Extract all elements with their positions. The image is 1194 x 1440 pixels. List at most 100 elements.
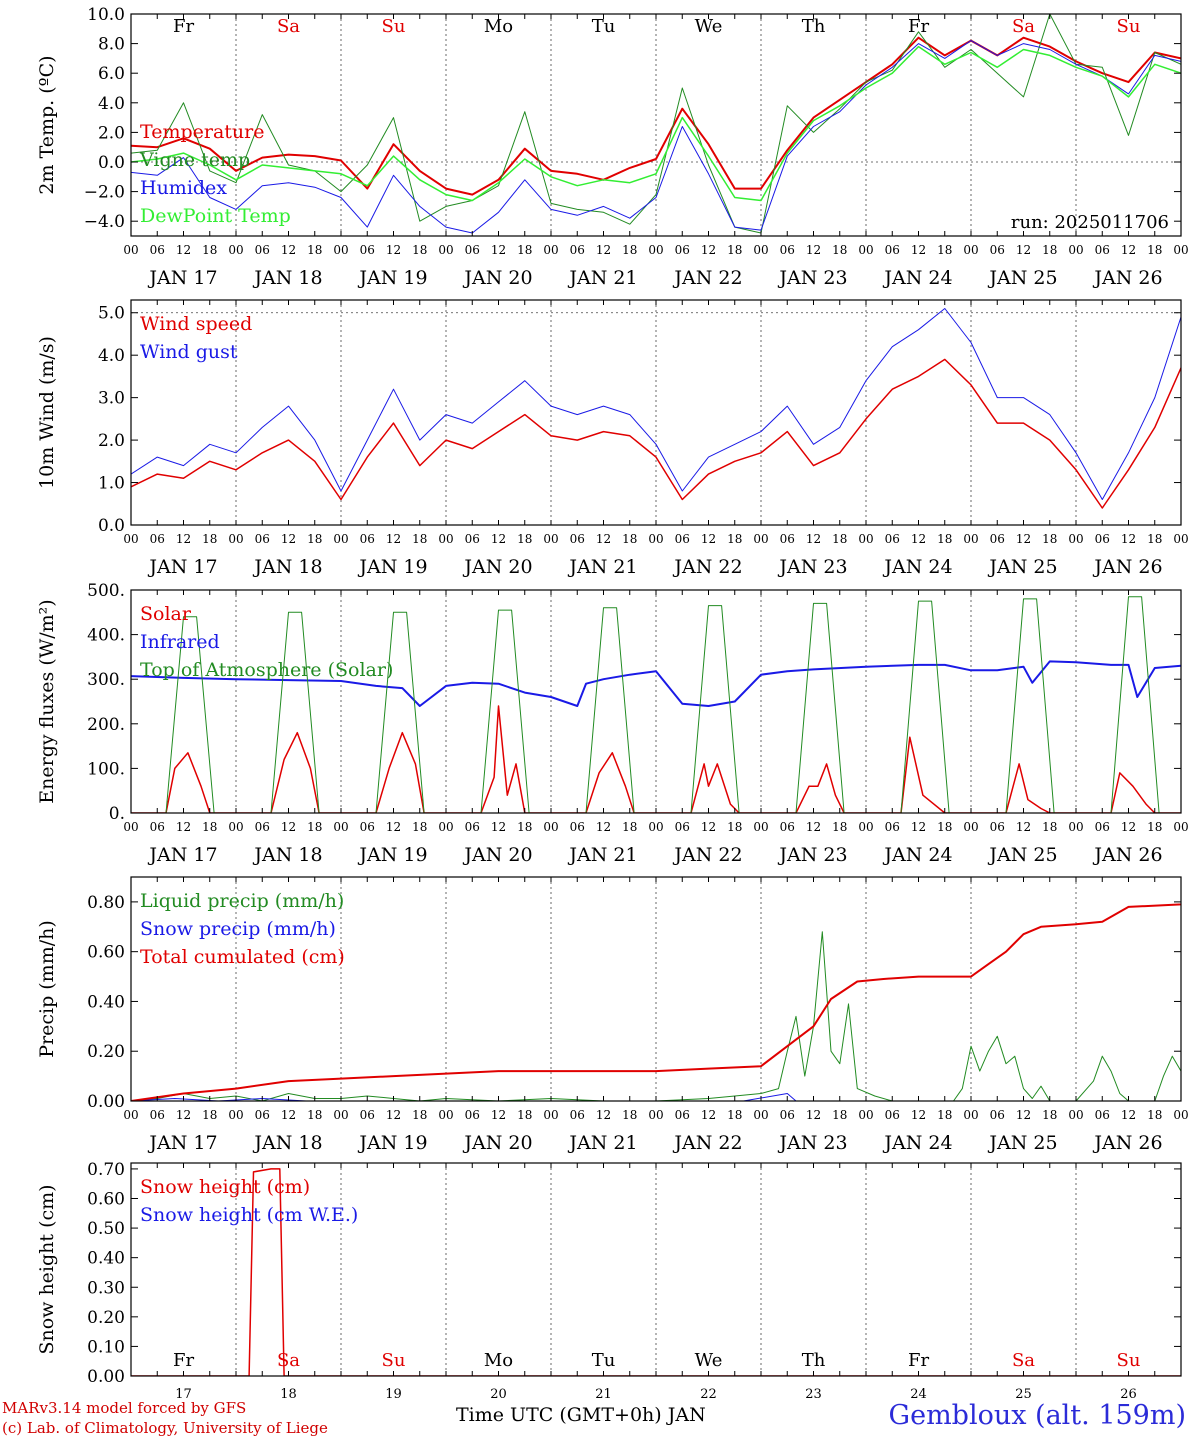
legend-entry: Vigne temp: [139, 149, 250, 171]
hour-tick-label: 12: [281, 532, 296, 546]
day-name: Su: [382, 16, 406, 37]
date-label: JAN 22: [672, 267, 742, 289]
hour-tick-label: 18: [727, 1108, 742, 1122]
hour-tick-label: 18: [622, 532, 637, 546]
hour-tick-label: 18: [1042, 532, 1057, 546]
hour-tick-label: 12: [701, 1108, 716, 1122]
day-name: Fr: [908, 1350, 929, 1371]
hour-tick-label: 06: [990, 532, 1005, 546]
hour-tick-label: 18: [727, 532, 742, 546]
y-tick-label: 0.50: [87, 1219, 125, 1239]
y-tick-label: 0.: [109, 804, 125, 824]
day-name: Su: [382, 1350, 406, 1371]
hour-tick-label: 12: [281, 243, 296, 257]
y-tick-label: 0.40: [87, 992, 125, 1012]
y-axis-label: 2m Temp. (ºC): [36, 55, 58, 194]
hour-tick-label: 12: [386, 532, 401, 546]
day-number: 22: [700, 1387, 717, 1402]
hour-tick-label: 00: [228, 820, 243, 834]
y-tick-label: 0.30: [87, 1278, 125, 1298]
hour-tick-label: 06: [990, 243, 1005, 257]
hour-tick-label: 12: [911, 1108, 926, 1122]
hour-tick-label: 12: [806, 243, 821, 257]
legend-entry: Infrared: [140, 631, 220, 653]
day-number: 24: [910, 1387, 927, 1402]
hour-tick-label: 12: [176, 820, 191, 834]
date-label: JAN 23: [777, 267, 847, 289]
hour-tick-label: 12: [806, 532, 821, 546]
hour-tick-label: 12: [1016, 532, 1031, 546]
hour-tick-label: 18: [1147, 532, 1162, 546]
date-label: JAN 25: [987, 556, 1057, 578]
y-tick-label: 400.: [87, 626, 125, 646]
hour-tick-label: 12: [596, 820, 611, 834]
series-line: [131, 358, 1181, 509]
legend-entry: Liquid precip (mm/h): [140, 890, 344, 912]
legend-entry: Snow height (cm W.E.): [140, 1204, 358, 1226]
hour-tick-label: 06: [675, 1108, 690, 1122]
station-name: Gembloux (alt. 159m): [888, 1400, 1186, 1431]
day-name: Fr: [173, 1350, 194, 1371]
day-name: Tu: [592, 16, 616, 37]
series-line: [131, 45, 1181, 202]
hour-tick-label: 06: [1095, 532, 1110, 546]
hour-tick-label: 06: [150, 532, 165, 546]
hour-tick-label: 06: [990, 820, 1005, 834]
date-label: JAN 25: [987, 1132, 1057, 1154]
hour-tick-label: 18: [937, 1108, 952, 1122]
hour-tick-label: 18: [937, 243, 952, 257]
hour-tick-label: 00: [228, 1108, 243, 1122]
hour-tick-label: 06: [150, 1108, 165, 1122]
hour-tick-label: 18: [937, 532, 952, 546]
y-tick-label: 2.0: [98, 431, 125, 451]
day-number: 18: [280, 1387, 297, 1402]
day-name: Su: [1117, 16, 1141, 37]
date-label: JAN 20: [462, 1132, 532, 1154]
day-name: Th: [802, 16, 826, 37]
y-tick-label: 8.0: [98, 35, 125, 55]
hour-tick-label: 06: [885, 820, 900, 834]
hour-tick-label: 12: [386, 820, 401, 834]
y-tick-label: 1.0: [98, 474, 125, 494]
hour-tick-label: 06: [360, 820, 375, 834]
hour-tick-label: 00: [543, 1108, 558, 1122]
legend-entry: Solar: [140, 603, 192, 625]
hour-tick-label: 12: [491, 243, 506, 257]
hour-tick-label: 18: [412, 243, 427, 257]
hour-tick-label: 18: [202, 243, 217, 257]
hour-tick-label: 06: [780, 532, 795, 546]
y-axis-label: Snow height (cm): [36, 1184, 58, 1354]
date-label: JAN 21: [567, 556, 637, 578]
hour-tick-label: 18: [1042, 1108, 1057, 1122]
y-tick-label: 0.00: [87, 1092, 125, 1112]
date-label: JAN 18: [252, 1132, 322, 1154]
hour-tick-label: 00: [648, 532, 663, 546]
date-label: JAN 24: [882, 844, 952, 866]
date-label: JAN 17: [147, 844, 217, 866]
hour-tick-label: 18: [832, 1108, 847, 1122]
day-name: We: [695, 1350, 723, 1371]
date-label: JAN 22: [672, 1132, 742, 1154]
hour-tick-label: 18: [832, 532, 847, 546]
hour-tick-label: 00: [858, 1108, 873, 1122]
hour-tick-label: 12: [491, 532, 506, 546]
date-label: JAN 21: [567, 1132, 637, 1154]
hour-tick-label: 00: [438, 243, 453, 257]
hour-tick-label: 06: [780, 820, 795, 834]
hour-tick-label: 00: [543, 820, 558, 834]
hour-tick-label: 06: [360, 243, 375, 257]
series-line: [131, 308, 1181, 500]
date-label: JAN 17: [147, 1132, 217, 1154]
y-tick-label: 500.: [87, 581, 125, 601]
hour-tick-label: 00: [963, 1108, 978, 1122]
date-label: JAN 26: [1092, 1132, 1162, 1154]
hour-tick-label: 00: [1173, 532, 1188, 546]
hour-tick-label: 06: [360, 1108, 375, 1122]
hour-tick-label: 12: [491, 1108, 506, 1122]
hour-tick-label: 18: [202, 532, 217, 546]
hour-tick-label: 18: [1042, 820, 1057, 834]
hour-tick-label: 18: [307, 1108, 322, 1122]
hour-tick-label: 00: [333, 820, 348, 834]
date-label: JAN 21: [567, 267, 637, 289]
y-tick-label: 0.0: [98, 516, 125, 536]
